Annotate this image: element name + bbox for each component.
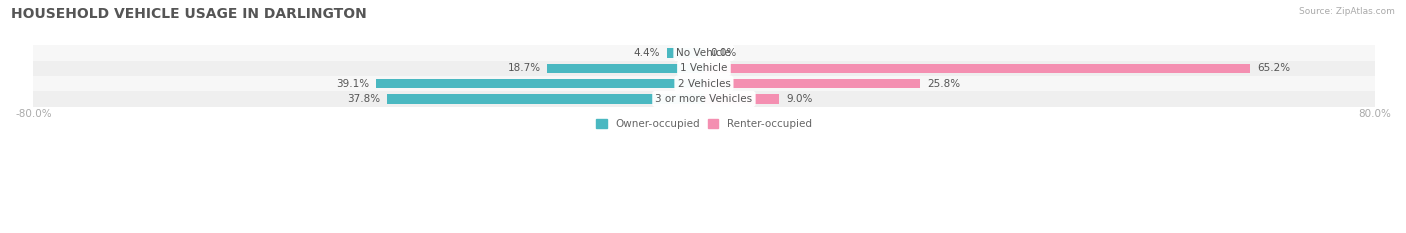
Legend: Owner-occupied, Renter-occupied: Owner-occupied, Renter-occupied [592, 115, 815, 133]
Bar [547, 64, 704, 73]
Bar [704, 94, 779, 103]
Bar [666, 48, 704, 58]
Text: No Vehicle: No Vehicle [676, 48, 731, 58]
Bar [377, 79, 704, 88]
Text: 25.8%: 25.8% [927, 79, 960, 89]
Text: 0.0%: 0.0% [710, 48, 737, 58]
Text: 65.2%: 65.2% [1257, 63, 1291, 73]
Text: Source: ZipAtlas.com: Source: ZipAtlas.com [1299, 7, 1395, 16]
Text: 39.1%: 39.1% [336, 79, 370, 89]
Bar [34, 76, 1375, 91]
Bar [704, 79, 920, 88]
Text: 4.4%: 4.4% [634, 48, 661, 58]
Text: 18.7%: 18.7% [508, 63, 540, 73]
Bar [704, 64, 1250, 73]
Text: 2 Vehicles: 2 Vehicles [678, 79, 730, 89]
Bar [387, 94, 704, 103]
Bar [34, 45, 1375, 61]
Bar [34, 91, 1375, 107]
Text: 37.8%: 37.8% [347, 94, 381, 104]
Text: HOUSEHOLD VEHICLE USAGE IN DARLINGTON: HOUSEHOLD VEHICLE USAGE IN DARLINGTON [11, 7, 367, 21]
Text: 1 Vehicle: 1 Vehicle [681, 63, 728, 73]
Text: 3 or more Vehicles: 3 or more Vehicles [655, 94, 752, 104]
Text: 9.0%: 9.0% [786, 94, 813, 104]
Bar [34, 61, 1375, 76]
